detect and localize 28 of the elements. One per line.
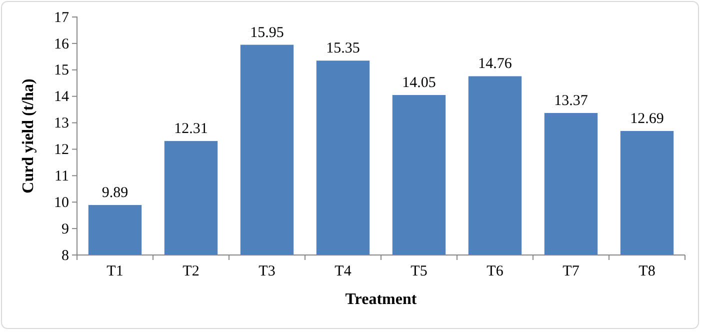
data-label: 15.35 [326,40,360,57]
y-tick-label: 10 [54,194,69,211]
y-tick-label: 8 [62,248,69,264]
data-label: 14.05 [402,75,436,92]
x-tick-label: T1 [106,264,124,280]
x-tick-label: T4 [334,264,352,280]
y-tick-label: 9 [62,221,69,238]
y-tick-label: 15 [54,62,69,79]
data-label: 15.95 [250,24,284,41]
x-axis-title: Treatment [345,291,418,308]
x-tick-label: T8 [638,264,656,280]
data-label: 9.89 [102,185,128,202]
x-tick-label: T6 [486,264,504,280]
data-label: 12.69 [630,110,664,127]
y-tick-label: 13 [54,116,69,132]
y-tick-label: 14 [54,89,70,106]
y-tick-label: 16 [54,36,70,52]
y-tick-label: 17 [54,10,70,26]
x-tick-label: T7 [562,264,580,280]
x-tick-label: T3 [258,264,276,280]
data-label: 12.31 [174,121,208,138]
data-label: 13.37 [554,92,588,109]
y-tick-label: 12 [54,142,69,158]
x-tick-label: T2 [182,264,200,280]
x-tick-label: T5 [410,264,428,280]
data-label: 14.76 [478,56,512,72]
y-axis-title: Curd yield (t/ha) [20,78,37,194]
y-tick-label: 11 [54,168,69,184]
